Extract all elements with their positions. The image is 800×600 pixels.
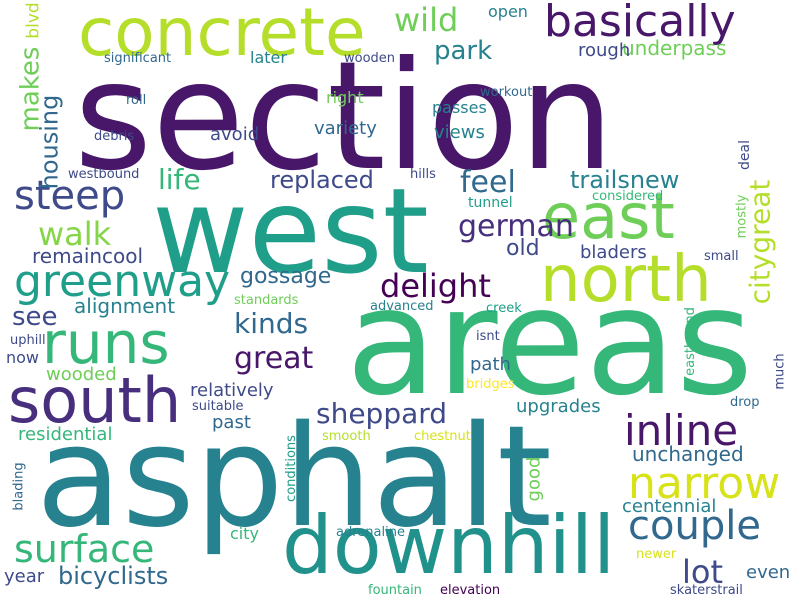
cloud-word: relatively xyxy=(190,380,274,401)
cloud-word: rough xyxy=(578,40,631,61)
cloud-word: bicyclists xyxy=(58,562,169,590)
cloud-word: elevation xyxy=(440,583,501,598)
cloud-word: narrow xyxy=(628,458,781,509)
cloud-word: kinds xyxy=(234,307,309,340)
cloud-word: underpass xyxy=(622,36,727,60)
cloud-word: replaced xyxy=(270,166,374,194)
cloud-word: old xyxy=(506,236,540,261)
cloud-word: alignment xyxy=(74,294,176,318)
cloud-word: smooth xyxy=(322,429,371,444)
cloud-word: blvd xyxy=(23,2,44,39)
cloud-word: isnt xyxy=(476,329,500,344)
cloud-word: gossage xyxy=(240,264,332,289)
cloud-word: life xyxy=(158,163,201,196)
cloud-word: delight xyxy=(380,267,491,305)
cloud-word: mostly xyxy=(734,194,750,239)
cloud-word: creek xyxy=(486,301,522,316)
cloud-word: eastbound xyxy=(682,307,698,376)
cloud-word: park xyxy=(434,36,493,66)
cloud-word: walk xyxy=(38,215,112,253)
cloud-word: avoid xyxy=(210,124,260,145)
cloud-word: surface xyxy=(14,527,155,571)
cloud-word: year xyxy=(4,566,45,587)
cloud-word: wooden xyxy=(344,51,396,66)
cloud-word: steep xyxy=(14,173,126,219)
cloud-word: runs xyxy=(42,309,170,377)
cloud-word: adrenaline xyxy=(336,525,405,540)
cloud-word: lot xyxy=(682,553,724,591)
cloud-word: advanced xyxy=(370,299,434,314)
cloud-word: considered xyxy=(592,189,664,204)
cloud-word: much xyxy=(772,353,788,390)
cloud-word: city xyxy=(230,524,259,543)
cloud-word: workout xyxy=(480,85,533,100)
cloud-word: trailsnew xyxy=(570,166,680,194)
cloud-word: past xyxy=(212,412,251,433)
cloud-word: upgrades xyxy=(516,396,601,417)
cloud-word: small xyxy=(704,249,739,264)
cloud-word: variety xyxy=(314,118,377,139)
cloud-word: downhill xyxy=(282,499,616,592)
cloud-word: fountain xyxy=(368,583,422,598)
cloud-word: inline xyxy=(624,406,739,455)
cloud-word: uphill xyxy=(10,333,46,348)
cloud-word: areas xyxy=(346,256,754,428)
cloud-word: feel xyxy=(460,165,516,200)
cloud-word: drop xyxy=(730,395,760,410)
cloud-word: skaterstrail xyxy=(670,583,743,598)
cloud-word: hills xyxy=(410,167,436,182)
cloud-word: centennial xyxy=(622,496,717,517)
cloud-word: south xyxy=(8,364,182,437)
cloud-word: citygreat xyxy=(743,179,777,305)
cloud-word: conditions xyxy=(283,435,299,502)
cloud-word: right xyxy=(326,88,364,107)
cloud-word: later xyxy=(250,48,287,67)
cloud-word: remaincool xyxy=(32,244,144,268)
cloud-word: significant xyxy=(104,51,172,66)
cloud-word: good xyxy=(523,456,545,502)
cloud-word: see xyxy=(12,302,58,332)
cloud-word: concrete xyxy=(78,0,366,71)
cloud-word: wild xyxy=(394,1,459,39)
cloud-word: path xyxy=(470,354,511,375)
cloud-word: bridges xyxy=(466,377,515,392)
cloud-word: housing xyxy=(35,94,64,190)
cloud-word: now xyxy=(6,348,40,367)
cloud-word: blading xyxy=(11,462,27,511)
cloud-word: standards xyxy=(234,293,299,308)
cloud-word: west xyxy=(152,162,429,300)
cloud-word: basically xyxy=(544,0,736,47)
cloud-word: roll xyxy=(126,93,147,108)
cloud-word: unchanged xyxy=(632,442,744,466)
cloud-word: north xyxy=(540,243,712,317)
cloud-word: chestnut xyxy=(414,429,471,444)
cloud-word: debris xyxy=(94,129,135,144)
cloud-word: wooded xyxy=(46,364,117,385)
cloud-word: suitable xyxy=(192,399,244,414)
cloud-word: german xyxy=(458,209,574,244)
cloud-word: open xyxy=(488,2,528,21)
cloud-word: great xyxy=(234,341,314,376)
cloud-word: asphalt xyxy=(36,396,552,559)
cloud-word: passes xyxy=(432,98,487,117)
cloud-word: couple xyxy=(628,503,761,549)
cloud-word: westbound xyxy=(68,167,140,182)
cloud-word: greenway xyxy=(14,256,231,307)
cloud-word: east xyxy=(542,180,675,253)
cloud-word: newer xyxy=(636,547,677,562)
cloud-word: section xyxy=(74,30,615,204)
cloud-word: residential xyxy=(18,424,113,445)
cloud-word: sheppard xyxy=(316,397,448,430)
cloud-word: even xyxy=(746,562,791,583)
cloud-word: views xyxy=(434,122,485,143)
cloud-word: deal xyxy=(736,140,753,170)
cloud-word: bladers xyxy=(580,242,647,263)
cloud-word: tunnel xyxy=(468,195,513,211)
